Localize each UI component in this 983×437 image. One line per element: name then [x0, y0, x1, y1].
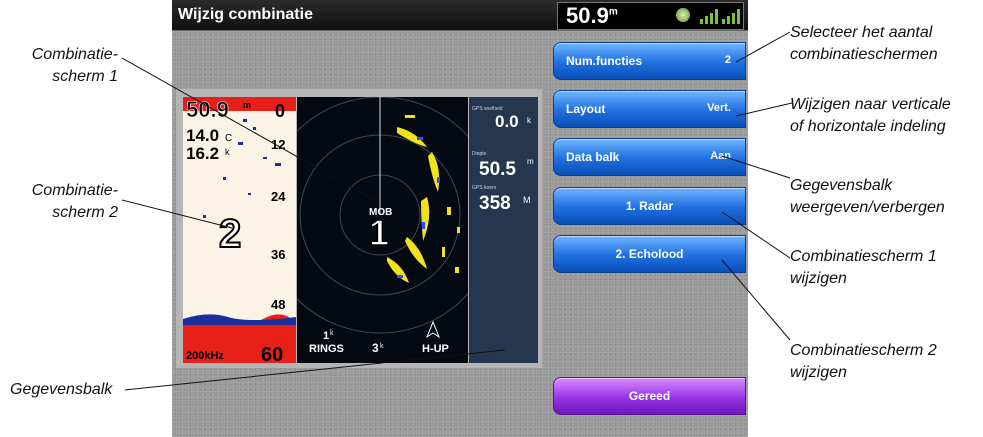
- data-bar: GPS snelheid 0.0 k Diepte 50.5 m GPS koe…: [469, 97, 538, 363]
- sonar-returns: [203, 119, 281, 218]
- annotation-combi2: Combinatie-scherm 2: [31, 182, 118, 221]
- leader-line: [735, 31, 791, 63]
- depth-tick: 24: [271, 189, 286, 204]
- databar-value: 0.0: [495, 112, 519, 131]
- rings-unit: k: [330, 330, 334, 337]
- depth-tick: 48: [271, 297, 285, 312]
- done-button[interactable]: Gereed: [553, 377, 746, 415]
- pane-number-1: 1: [369, 212, 389, 253]
- bottom-return: [183, 314, 296, 363]
- range-value: 3: [372, 341, 379, 355]
- surface-clutter: [183, 97, 296, 111]
- speed-unit: k: [225, 147, 230, 157]
- sonar-depth-readout: 50.9: [186, 97, 229, 122]
- databar-unit: k: [527, 116, 532, 125]
- button-label: Layout: [566, 102, 606, 116]
- gps-status-icon: [676, 8, 690, 22]
- leader-line: [124, 349, 506, 391]
- screen-title: Wijzig combinatie: [178, 6, 313, 23]
- annotation-change1: Combinatiescherm 1 wijzigen: [790, 248, 937, 287]
- depth-tick-bottom: 60: [261, 344, 283, 363]
- range-unit: k: [380, 343, 384, 350]
- pane-number-2: 2: [219, 212, 241, 256]
- databar-label: GPS koers: [472, 185, 497, 191]
- num-functions-button[interactable]: Num.functies 2: [553, 42, 746, 80]
- leader-line: [721, 155, 791, 179]
- layout-button[interactable]: Layout Vert.: [553, 90, 746, 128]
- leader-line: [721, 259, 791, 341]
- sonar-frequency: 200kHz: [186, 350, 224, 362]
- data-bar-button[interactable]: Data balk Aan: [553, 138, 746, 176]
- depth-tick: 36: [271, 247, 285, 262]
- button-value: Aan: [710, 150, 731, 162]
- radar-pane[interactable]: MOB 1 1 k RINGS 3 k H-UP: [297, 97, 468, 363]
- button-label: 2. Echolood: [615, 247, 684, 261]
- sonar-pane[interactable]: 12 24 36 48 60 50.9 m 0 14.0 C 16.2 k 2 …: [183, 97, 296, 363]
- button-value: 2: [724, 54, 731, 66]
- header-depth: 50.9m: [566, 3, 618, 28]
- annotation-select-count: Selecteer het aantal combinatieschermen: [790, 24, 938, 63]
- radar-echoes: [387, 115, 460, 283]
- radar-weak-echoes: [397, 137, 440, 278]
- button-label: Num.functies: [566, 54, 643, 68]
- radar-view: MOB 1 1 k RINGS 3 k H-UP: [297, 97, 468, 355]
- button-value: Vert.: [707, 102, 731, 114]
- combination-2-button[interactable]: 2. Echolood: [553, 235, 746, 273]
- annotation-combi1: Combinatie-scherm 1: [31, 46, 118, 85]
- annotation-change2: Combinatiescherm 2 wijzigen: [790, 342, 937, 381]
- signal-strength-icon: [700, 8, 722, 24]
- databar-unit: m: [527, 157, 534, 166]
- databar-value: 358: [479, 193, 511, 214]
- rings-value: 1: [323, 330, 329, 342]
- water-temp-unit: C: [225, 133, 232, 144]
- range-ring: [297, 97, 468, 334]
- water-temp-readout: 14.0: [186, 126, 219, 145]
- button-label: 1. Radar: [625, 199, 674, 213]
- annotation-layout: Wijzigen naar verticale of horizontale in…: [790, 96, 951, 135]
- annotation-databar: Gegevensbalk: [10, 381, 113, 398]
- button-label: Data balk: [566, 150, 620, 164]
- databar-label: Diepte: [472, 151, 487, 157]
- leader-line: [735, 102, 793, 117]
- annotation-toggle-bar: Gegevensbalk weergeven/verbergen: [790, 177, 945, 216]
- orientation-mode: H-UP: [422, 343, 449, 355]
- databar-unit: M: [523, 195, 531, 205]
- signal-strength-icon-2: [722, 8, 744, 24]
- north-arrow-icon: [425, 320, 441, 339]
- data-bar-view: GPS snelheid 0.0 k Diepte 50.5 m GPS koe…: [472, 106, 534, 214]
- sonar-scale-top: 0: [275, 101, 285, 121]
- databar-label: GPS snelheid: [472, 106, 503, 112]
- leader-line: [721, 211, 791, 259]
- sonar-depth-unit: m: [243, 100, 251, 110]
- combination-1-button[interactable]: 1. Radar: [553, 187, 746, 225]
- speed-readout: 16.2: [186, 144, 219, 163]
- bottom-edge: [183, 314, 296, 325]
- button-label: Gereed: [628, 389, 671, 403]
- rings-label: RINGS: [309, 343, 344, 355]
- leader-line: [121, 57, 375, 201]
- leader-line: [121, 199, 233, 229]
- mob-label: MOB: [369, 207, 392, 218]
- databar-value: 50.5: [479, 159, 516, 180]
